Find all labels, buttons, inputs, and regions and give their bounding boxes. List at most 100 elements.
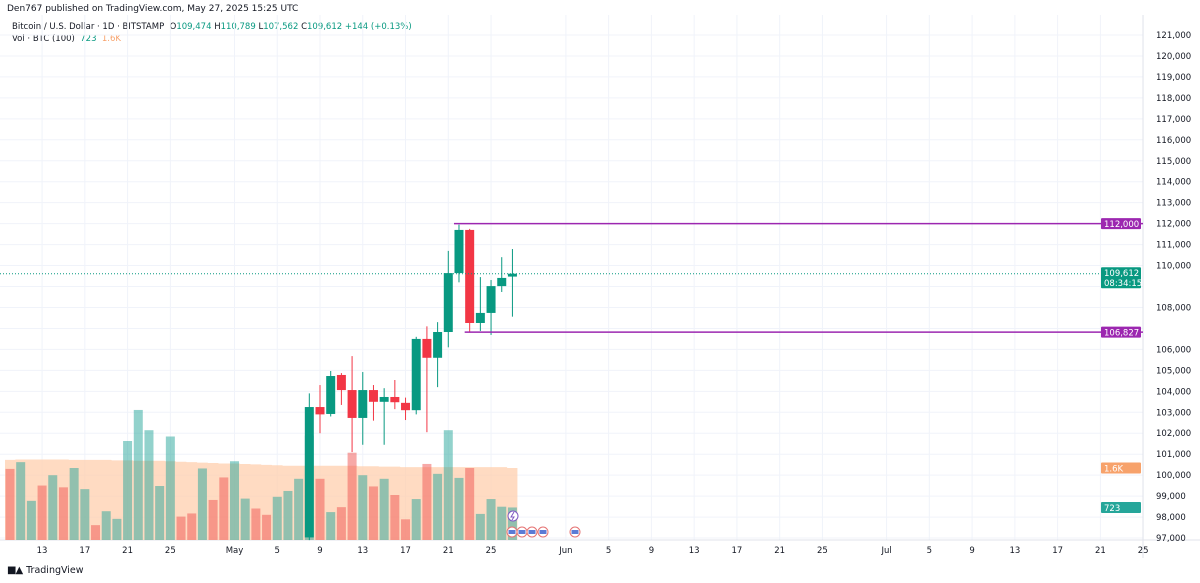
candle-body bbox=[443, 273, 453, 333]
candle bbox=[401, 397, 411, 421]
volume-bar bbox=[507, 507, 517, 540]
candle-body bbox=[401, 402, 411, 411]
y-tick-label: 100,000 bbox=[1156, 471, 1191, 481]
y-tick-label: 117,000 bbox=[1156, 115, 1191, 125]
volume-bar bbox=[358, 475, 368, 540]
volume-bar bbox=[411, 499, 421, 540]
volume-last-badge-text: 723 bbox=[1104, 504, 1120, 514]
volume-bar bbox=[390, 495, 400, 540]
y-tick-label: 115,000 bbox=[1156, 157, 1191, 167]
volume-bar bbox=[101, 511, 111, 540]
flag-stripes bbox=[528, 530, 536, 534]
last-price-badge-text: 08:34:15 bbox=[1104, 279, 1142, 289]
y-tick-label: 118,000 bbox=[1156, 94, 1191, 104]
candle-body bbox=[304, 407, 314, 538]
candle bbox=[507, 249, 517, 317]
candle-body bbox=[497, 277, 507, 287]
volume-label[interactable]: Vol · BTC (100) bbox=[12, 34, 75, 44]
low-label: L bbox=[258, 22, 264, 32]
volume-bar bbox=[16, 462, 26, 540]
x-tick-label: Jun bbox=[558, 546, 572, 556]
x-tick-label: 9 bbox=[317, 546, 322, 556]
symbol-name[interactable]: Bitcoin / U.S. Dollar · 1D · BITSTAMP bbox=[12, 22, 165, 32]
volume-bar bbox=[326, 512, 336, 540]
candle-body bbox=[411, 338, 421, 411]
candle bbox=[465, 228, 475, 333]
x-tick-label: 21 bbox=[774, 546, 785, 556]
candle bbox=[411, 336, 421, 415]
y-tick-label: 101,000 bbox=[1156, 450, 1191, 460]
y-tick-label: 116,000 bbox=[1156, 136, 1191, 146]
candle bbox=[368, 385, 378, 421]
open-label: O bbox=[169, 22, 177, 32]
y-tick-label: 97,000 bbox=[1156, 534, 1186, 544]
publisher-line: Den767 published on TradingView.com, May… bbox=[7, 4, 299, 14]
flag-stripes bbox=[518, 530, 526, 534]
close-value: 109,612 bbox=[307, 22, 343, 32]
high-value: 110,789 bbox=[220, 22, 256, 32]
level-price-badge-bg bbox=[1101, 326, 1141, 338]
us-flag-event-icon[interactable] bbox=[526, 526, 538, 538]
x-tick-label: Jul bbox=[880, 546, 891, 556]
candle-body bbox=[336, 374, 346, 391]
x-tick-label: 21 bbox=[1095, 546, 1106, 556]
candle bbox=[347, 356, 357, 453]
open-value: 109,474 bbox=[176, 22, 212, 32]
candle bbox=[336, 373, 346, 405]
volume-bar bbox=[48, 475, 58, 540]
volume-bar bbox=[465, 468, 475, 540]
level-price-badge-text: 106,827 bbox=[1104, 329, 1139, 339]
candle-body bbox=[390, 396, 400, 403]
y-tick-label: 110,000 bbox=[1156, 262, 1191, 272]
x-tick-label: 25 bbox=[165, 546, 176, 556]
candle bbox=[454, 224, 464, 283]
candle-body bbox=[326, 376, 336, 414]
volume-bar bbox=[58, 487, 68, 540]
us-flag-event-icon[interactable] bbox=[516, 526, 528, 538]
us-flag-event-icon[interactable] bbox=[506, 526, 518, 538]
volume-bar bbox=[433, 473, 443, 540]
lightning-event-icon[interactable] bbox=[507, 510, 519, 522]
x-tick-label: 21 bbox=[122, 546, 133, 556]
candle bbox=[422, 326, 432, 433]
x-tick-label: 13 bbox=[1009, 546, 1020, 556]
volume-bar bbox=[251, 508, 261, 540]
y-tick-label: 112,000 bbox=[1156, 220, 1191, 230]
candle bbox=[326, 370, 336, 417]
y-tick-label: 102,000 bbox=[1156, 429, 1191, 439]
candle-body bbox=[368, 390, 378, 402]
flag-stripes bbox=[571, 530, 579, 534]
candle-body bbox=[433, 332, 443, 358]
x-tick-label: 25 bbox=[817, 546, 828, 556]
volume-bar bbox=[197, 468, 207, 540]
us-flag-event-icon[interactable] bbox=[537, 526, 549, 538]
volume-bar bbox=[379, 478, 389, 540]
volume-bar bbox=[80, 489, 90, 540]
change-value: +144 (+0.13%) bbox=[344, 22, 412, 32]
volume-bar bbox=[112, 518, 122, 540]
volume-bar bbox=[347, 452, 357, 540]
volume-bar bbox=[229, 461, 239, 540]
candle bbox=[497, 257, 507, 292]
level-price-badge-text: 112,000 bbox=[1104, 220, 1139, 230]
volume-bar bbox=[294, 478, 304, 540]
volume-bar bbox=[165, 436, 175, 540]
lightning-circle bbox=[507, 510, 519, 522]
x-tick-label: 13 bbox=[357, 546, 368, 556]
candle bbox=[475, 277, 485, 331]
volume-bar bbox=[283, 490, 293, 540]
volume-bar bbox=[422, 463, 432, 540]
volume-bar bbox=[91, 525, 101, 540]
volume-ma-badge-bg bbox=[1101, 462, 1141, 474]
volume-bar bbox=[475, 513, 485, 540]
y-tick-label: 104,000 bbox=[1156, 387, 1191, 397]
high-label: H bbox=[214, 22, 221, 32]
volume-bar bbox=[37, 485, 47, 540]
volume-bar bbox=[187, 513, 197, 540]
lightning-glyph bbox=[510, 511, 515, 521]
y-tick-label: 111,000 bbox=[1156, 241, 1191, 251]
volume-bar bbox=[176, 516, 186, 540]
x-tick-label: 25 bbox=[486, 546, 497, 556]
us-flag-event-icon[interactable] bbox=[569, 526, 581, 538]
